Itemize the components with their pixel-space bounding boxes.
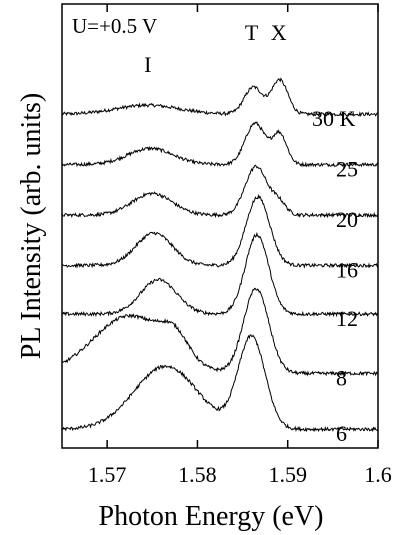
series-label-7: 6 (336, 421, 347, 446)
peak-label-x: X (271, 20, 287, 45)
series-labels: 30 K 25 20 16 12 8 6 (312, 106, 358, 446)
x-tick-label-1: 1.57 (88, 462, 127, 487)
series-label-4: 16 (336, 257, 358, 282)
plot-frame (61, 3, 379, 449)
x-axis-title: Photon Energy (eV) (99, 501, 324, 532)
series-label-6: 8 (336, 365, 347, 390)
spectrum-line-1 (61, 77, 379, 118)
series-label-2: 25 (336, 157, 358, 182)
spectra-curves (61, 77, 379, 433)
spectrum-line-4 (61, 193, 379, 269)
series-label-5: 12 (336, 306, 358, 331)
spectrum-line-3 (61, 164, 379, 219)
series-label-3: 20 (336, 207, 358, 232)
x-tick-label-3: 1.59 (268, 462, 307, 487)
y-axis-title: PL Intensity (arb. units) (16, 93, 47, 359)
spectrum-line-6 (61, 287, 379, 377)
series-label-1: 30 K (312, 106, 356, 131)
spectrum-line-7 (61, 334, 379, 433)
x-tick-label-4: 1.6 (364, 462, 392, 487)
peak-label-t: T (245, 20, 259, 45)
x-axis-ticks: 1.57 1.58 1.59 1.6 (88, 4, 392, 487)
condition-annotation: U=+0.5 V (72, 14, 157, 38)
spectrum-line-5 (61, 231, 379, 318)
spectrum-line-2 (61, 121, 379, 168)
x-tick-label-2: 1.58 (178, 462, 217, 487)
peak-label-i: I (144, 52, 151, 77)
